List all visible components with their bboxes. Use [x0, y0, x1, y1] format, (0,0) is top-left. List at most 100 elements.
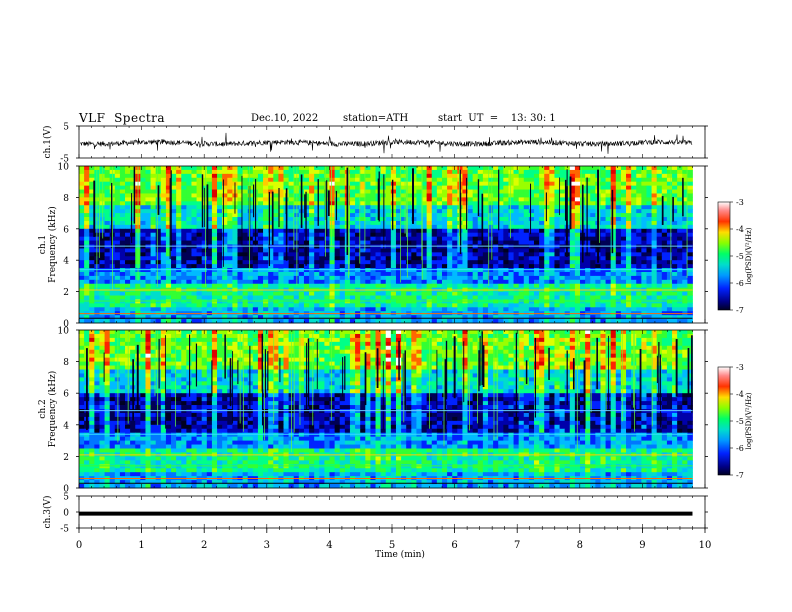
ch1-spec-cell [482, 209, 489, 214]
ch1-spec-cell [125, 264, 131, 269]
ch1-spec-cell [237, 189, 243, 194]
ch1-spec-cell [125, 232, 131, 238]
ch1-spec-cell [564, 279, 571, 285]
ch1-spec-cell [523, 220, 530, 226]
ch1-spec-cell [334, 201, 341, 206]
ch1-spec-cell [257, 315, 264, 320]
ch1-spec-cell [401, 177, 407, 183]
ch1-spec-cell [549, 295, 555, 300]
ch1-spec-cell [293, 264, 300, 269]
ch1-spec-cell [334, 193, 341, 198]
ch1-spec-cell [89, 299, 95, 304]
ch1-spec-cell [595, 303, 601, 308]
ch1-spec-cell [626, 166, 632, 171]
ch1-spec-cell [273, 209, 279, 214]
ch1-spec-cell [636, 315, 642, 320]
ch1-spec-cell [390, 279, 397, 285]
ch1-spec-cell [237, 319, 243, 324]
ch1-spec-cell [303, 209, 310, 214]
ch1-spec-cell [247, 319, 254, 324]
ch1-spec-cell [370, 224, 376, 230]
ch1-spec-cell [227, 252, 233, 257]
ch1-spec-cell [631, 260, 637, 265]
ch1-spec-cell [206, 197, 213, 202]
ch1-spec-cell [293, 228, 300, 234]
ch1-spec-cell [600, 205, 606, 210]
ch1-spec-cell [487, 268, 494, 273]
ch1-spec-cell [421, 224, 428, 230]
ch1-spec-cell [426, 291, 433, 296]
ch1-spec-cell [385, 201, 392, 206]
ch1-spec-cell [242, 169, 249, 175]
ch1-spec-cell [84, 185, 90, 190]
ch1-spec-cell [319, 291, 325, 296]
ch1-spec-cell [329, 166, 336, 171]
ch1-spec-cell [431, 181, 438, 187]
ch1-spec-cell [441, 252, 448, 257]
ch1-spec-cell [482, 181, 489, 187]
ch1-spec-cell [263, 299, 269, 304]
ch1-spec-cell [549, 271, 555, 277]
ch1-spec-cell [395, 205, 402, 210]
ch1-spec-cell [549, 236, 555, 241]
ch1-spec-cell [646, 291, 652, 296]
ch1-spec-cell [119, 166, 126, 171]
ch1-spec-cell [477, 319, 484, 324]
ch1-spec-cell [590, 260, 596, 265]
ch1-spec-cell [641, 201, 647, 206]
ch1-spec-cell [523, 252, 530, 257]
ch1-spec-cell [523, 201, 530, 206]
ch1-spec-cell [672, 209, 678, 214]
ch1-spec-cell [181, 315, 187, 320]
ch1-spec-cell [329, 228, 336, 234]
ch1-spec-cell [447, 224, 453, 230]
ch1-spec-cell [411, 303, 417, 308]
ch1-spec-cell [682, 303, 688, 308]
ch1-spec-cell [585, 291, 591, 296]
ch1-spec-cell [145, 244, 151, 249]
ch1-spec-cell [646, 252, 652, 257]
ch1-spec-cell [206, 264, 213, 269]
ch1-spec-cell [324, 283, 330, 289]
ch1-spec-cell [574, 315, 581, 320]
ch1-spec-cell [217, 173, 223, 179]
ch1-spec-cell [518, 319, 525, 324]
ch1-spec-cell [467, 283, 474, 289]
ch1-spec-cell [426, 248, 433, 253]
ch1-spec-cell [242, 283, 249, 289]
ch1-spec-cell [334, 197, 341, 202]
ch1-spec-cell [508, 173, 514, 179]
ch1-spec-cell [452, 248, 458, 253]
ch1-spec-cell [145, 291, 151, 296]
ch1-spec-cell [89, 240, 95, 245]
ch1-spec-cell [237, 291, 243, 296]
ch1-spec-cell [324, 244, 330, 249]
ch1-spec-cell [278, 209, 284, 214]
ch1-spec-cell [140, 201, 146, 206]
ch1-spec-cell [145, 256, 151, 261]
ch1-spec-cell [626, 201, 632, 206]
ch1-spec-cell [672, 279, 678, 285]
ch1-spec-cell [191, 224, 197, 230]
ch1-spec-cell [687, 252, 693, 257]
ch1-spec-cell [119, 205, 126, 210]
ch1-spec-cell [569, 240, 576, 245]
ch1-spec-cell [94, 303, 100, 308]
ch1-spec-cell [544, 248, 550, 253]
ch1-spec-cell [666, 177, 673, 183]
ch1-spec-cell [666, 228, 673, 234]
ch1-spec-cell [324, 295, 330, 300]
ch1-spec-cell [99, 244, 105, 249]
ch1-spec-cell [390, 228, 397, 234]
ch1-spec-cell [273, 264, 279, 269]
ch1-spec-cell [426, 217, 433, 222]
ch1-spec-cell [687, 244, 693, 249]
ch1-spec-cell [268, 319, 274, 324]
ch1-spec-cell [544, 291, 550, 296]
ch1-spec-cell [309, 295, 315, 300]
ch1-spec-cell [201, 252, 208, 257]
ch1-spec-cell [518, 248, 525, 253]
ch1-spec-cell [155, 252, 162, 257]
ch1-spec-cell [677, 205, 683, 210]
ch1-spec-cell [590, 244, 596, 249]
